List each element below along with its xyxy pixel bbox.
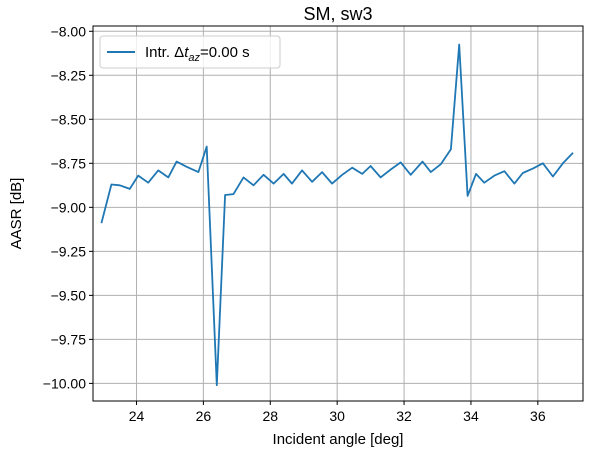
legend-label: Intr. Δtaz=0.00 s: [145, 44, 250, 64]
chart-title: SM, sw3: [303, 4, 372, 24]
x-tick-label: 28: [262, 408, 278, 424]
x-tick-label: 36: [530, 408, 546, 424]
x-axis-ticks: 24 26 28 30 32 34 36: [129, 401, 546, 424]
y-axis-ticks: −8.00 −8.25 −8.50 −8.75 −9.00 −9.25 −9.50 −9.75…: [43, 23, 93, 391]
y-tick-label: −8.75: [51, 155, 87, 171]
legend-label-suffix: =0.00 s: [200, 44, 250, 61]
plot-frame: [92, 25, 584, 402]
y-tick-label: −9.50: [51, 287, 87, 303]
x-tick-label: 24: [129, 408, 145, 424]
legend-label-variable: t: [184, 44, 189, 61]
legend-box: [99, 35, 281, 69]
y-tick-label: −8.25: [51, 67, 87, 83]
x-tick-label: 34: [463, 408, 479, 424]
grid: [93, 26, 583, 401]
y-tick-label: −8.50: [51, 111, 87, 127]
y-tick-label: −10.00: [43, 375, 86, 391]
legend-label-prefix: Intr. Δ: [145, 44, 184, 61]
x-tick-label: 32: [396, 408, 412, 424]
legend-label-subscript: az: [188, 52, 200, 64]
x-axis-label: Incident angle [deg]: [273, 431, 404, 448]
y-tick-label: −9.75: [51, 331, 87, 347]
y-tick-label: −9.00: [51, 199, 87, 215]
y-axis-label: AASR [dB]: [8, 178, 25, 250]
x-tick-label: 26: [196, 408, 212, 424]
y-tick-label: −9.25: [51, 243, 87, 259]
x-tick-label: 30: [329, 408, 345, 424]
series-layer: [100, 43, 574, 387]
legend: Intr. Δtaz=0.00 s: [99, 35, 281, 69]
series-line: [100, 43, 574, 387]
y-tick-label: −8.00: [51, 23, 87, 39]
